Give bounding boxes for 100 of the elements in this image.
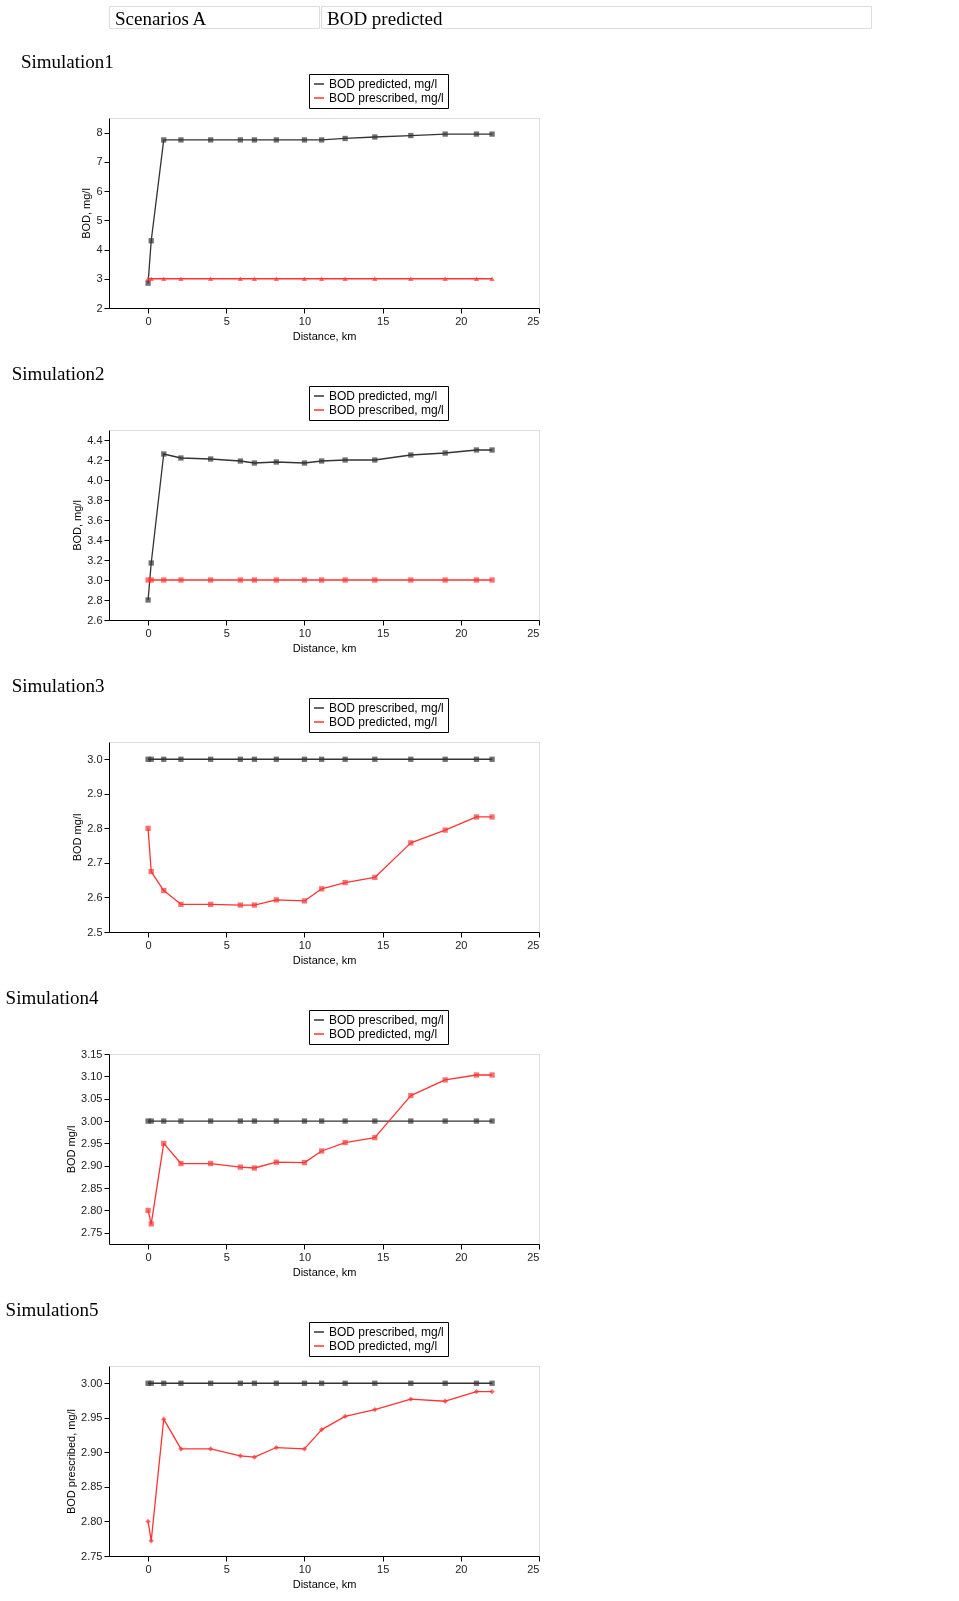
point [301, 276, 308, 282]
point [178, 1160, 184, 1167]
y-tick-label: 3 [96, 272, 103, 285]
point [251, 1165, 258, 1171]
y-tick-label: 2.75 [81, 1549, 103, 1562]
y-tick-label: 5 [96, 213, 103, 226]
x-tick-label: 10 [298, 938, 312, 951]
point [319, 137, 325, 143]
x-tick-label: 25 [527, 626, 540, 639]
point [408, 1118, 414, 1124]
chart-title: Simulation2 [11, 362, 105, 384]
legend-label: BOD predicted, mg/l [329, 1027, 438, 1041]
point [161, 137, 167, 143]
point [319, 1118, 325, 1124]
y-tick-label: 2.90 [81, 1159, 103, 1172]
point [319, 577, 325, 583]
x-tick-label: 20 [455, 314, 468, 327]
point [178, 901, 184, 908]
y-tick-label: 4.2 [87, 453, 103, 466]
point [251, 276, 258, 282]
x-tick-label: 15 [377, 1250, 390, 1263]
point [251, 1118, 258, 1124]
y-axis-title: BOD mg/l [71, 813, 84, 862]
x-tick-label: 10 [298, 1250, 312, 1263]
point [178, 756, 184, 762]
chart-title: Simulation5 [5, 1298, 99, 1320]
y-tick-label: 3.4 [87, 533, 103, 546]
y-tick-label: 3.05 [81, 1092, 103, 1105]
legend-label: BOD predicted, mg/l [329, 1339, 438, 1353]
point [342, 577, 348, 583]
point [473, 1118, 480, 1124]
legend-label: BOD prescribed, mg/l [329, 1013, 444, 1027]
point [442, 276, 448, 282]
x-tick-label: 0 [145, 1562, 152, 1575]
x-tick-label: 10 [298, 626, 312, 639]
x-tick-label: 5 [223, 1562, 230, 1575]
x-tick-label: 25 [527, 1250, 540, 1263]
y-tick-label: 2.5 [87, 925, 103, 938]
y-tick-label: 3.6 [87, 513, 103, 526]
y-tick-label: 2.85 [81, 1480, 103, 1493]
y-tick-label: 2 [96, 301, 103, 314]
point [489, 447, 495, 453]
x-tick-label: 20 [455, 626, 468, 639]
point [489, 131, 495, 137]
y-axis-title: BOD, mg/l [80, 188, 93, 239]
point [319, 276, 325, 282]
point [408, 577, 414, 583]
legend-label: BOD prescribed, mg/l [329, 701, 444, 715]
point [273, 897, 279, 903]
point [442, 1398, 448, 1404]
point [273, 1444, 279, 1451]
point [473, 1072, 480, 1078]
y-tick-label: 3.0 [87, 752, 103, 765]
legend-label: BOD predicted, mg/l [329, 389, 438, 403]
x-tick-label: 0 [145, 938, 152, 951]
point [237, 276, 243, 282]
point [145, 597, 151, 603]
point [237, 1453, 243, 1459]
point [301, 898, 308, 904]
y-tick-label: 3.0 [87, 573, 103, 586]
y-tick-label: 3.15 [81, 1047, 103, 1060]
point [301, 460, 308, 466]
point [161, 276, 167, 282]
point [342, 276, 348, 282]
point [207, 456, 214, 462]
point [442, 1077, 448, 1083]
x-tick-label: 15 [377, 938, 390, 951]
point [178, 1380, 184, 1386]
point [319, 1426, 325, 1433]
point [273, 137, 279, 143]
point [442, 1118, 448, 1124]
point [273, 1118, 279, 1124]
point [148, 1538, 154, 1544]
point [207, 1118, 214, 1124]
point [145, 825, 151, 832]
x-tick-label: 0 [145, 1250, 152, 1263]
point [372, 276, 378, 282]
y-tick-label: 2.90 [81, 1445, 103, 1458]
text: Scenarios A [115, 8, 207, 29]
x-tick-label: 5 [223, 1250, 230, 1263]
point [342, 1118, 348, 1124]
point [442, 577, 448, 583]
y-tick-label: 2.6 [87, 890, 103, 903]
text: BOD predicted [327, 8, 444, 29]
x-tick-label: 0 [145, 626, 152, 639]
y-tick-label: 6 [96, 184, 103, 197]
x-tick-label: 10 [298, 1562, 312, 1575]
point [251, 1454, 258, 1460]
chart-title: Simulation4 [5, 986, 99, 1008]
y-tick-label: 4.0 [87, 473, 103, 486]
point [237, 137, 243, 143]
y-tick-label: 2.8 [87, 821, 103, 834]
legend-label: BOD prescribed, mg/l [329, 403, 444, 417]
point [473, 447, 480, 453]
y-tick-label: 2.80 [81, 1203, 103, 1216]
y-axis-title: BOD, mg/l [71, 500, 84, 551]
x-tick-label: 20 [455, 1562, 468, 1575]
point [207, 276, 214, 282]
x-tick-label: 25 [527, 1562, 540, 1575]
legend-label: BOD prescribed, mg/l [329, 91, 444, 105]
